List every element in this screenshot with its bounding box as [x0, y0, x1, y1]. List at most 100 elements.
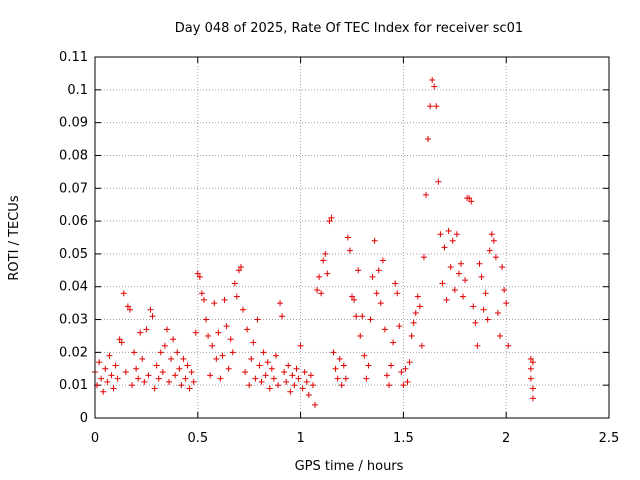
data-point — [431, 83, 438, 90]
data-point — [188, 369, 195, 376]
data-point — [441, 244, 448, 251]
y-tick-label: 0.02 — [59, 345, 88, 360]
data-point — [203, 316, 210, 323]
data-point — [371, 237, 378, 244]
data-point — [472, 319, 479, 326]
data-point — [349, 293, 355, 300]
data-point — [478, 273, 485, 280]
tick-labels: 0 0.01 0.02 0.03 0.04 0.05 0.06 0.07 0.08 0.09 0.1… — [59, 50, 619, 446]
data-point — [176, 365, 183, 372]
data-point — [423, 191, 430, 198]
data-point — [367, 316, 374, 323]
data-point — [427, 103, 434, 110]
data-point — [194, 270, 201, 277]
data-point — [316, 273, 323, 280]
data-point — [527, 365, 534, 372]
data-point — [155, 375, 162, 382]
y-tick-label: 0 — [80, 411, 88, 426]
data-point — [104, 378, 111, 385]
data-point — [457, 260, 464, 267]
data-point — [408, 332, 415, 339]
data-point — [287, 388, 294, 395]
data-point — [527, 375, 534, 382]
data-point — [484, 316, 491, 323]
y-tick-label: 0.05 — [59, 247, 88, 262]
data-point — [499, 264, 506, 271]
data-point — [414, 293, 421, 300]
data-point — [256, 362, 263, 369]
data-point — [225, 365, 232, 372]
data-point — [429, 76, 436, 83]
data-point — [293, 365, 300, 372]
data-point — [205, 332, 212, 339]
y-tick-label: 0.08 — [59, 148, 88, 163]
data-point — [295, 375, 302, 382]
y-tick-label: 0.09 — [59, 116, 88, 131]
data-point — [445, 227, 452, 234]
data-point — [217, 375, 224, 382]
data-point — [373, 290, 380, 297]
data-point — [178, 382, 185, 389]
data-point — [501, 287, 508, 294]
data-point — [494, 309, 501, 316]
data-point — [301, 369, 308, 376]
data-point — [406, 359, 413, 366]
data-point — [157, 349, 164, 356]
data-point — [124, 303, 131, 310]
data-point — [351, 296, 358, 303]
data-point — [137, 329, 144, 336]
x-tick-label: 2.5 — [599, 431, 620, 446]
data-point — [242, 369, 249, 376]
data-point — [392, 280, 399, 287]
data-point — [118, 339, 125, 346]
data-point — [231, 280, 238, 287]
data-point — [377, 300, 384, 307]
data-point — [180, 355, 187, 362]
data-point — [357, 332, 364, 339]
data-point — [322, 250, 329, 257]
data-point — [361, 352, 368, 359]
data-point — [244, 326, 251, 333]
data-point — [305, 392, 312, 399]
data-point — [482, 290, 489, 297]
data-point — [196, 273, 203, 280]
data-point — [207, 372, 214, 379]
data-point — [163, 326, 170, 333]
data-point — [229, 349, 236, 356]
data-point — [529, 395, 536, 402]
data-point — [474, 342, 481, 349]
x-axis-label: GPS time / hours — [295, 459, 404, 474]
data-point — [388, 362, 395, 369]
data-point — [102, 365, 109, 372]
data-point — [143, 326, 150, 333]
data-point — [390, 339, 397, 346]
x-tick-label: 1.5 — [393, 431, 414, 446]
data-point — [439, 280, 446, 287]
data-point — [355, 267, 362, 274]
data-point — [283, 378, 290, 385]
data-point — [309, 382, 316, 389]
data-point — [141, 378, 148, 385]
data-point — [112, 362, 119, 369]
data-point — [240, 306, 247, 313]
data-point — [404, 378, 411, 385]
data-point — [153, 362, 160, 369]
data-point — [476, 260, 483, 267]
chart-title: Day 048 of 2025, Rate Of TEC Index for r… — [175, 21, 523, 36]
data-point — [365, 362, 372, 369]
data-point — [184, 362, 191, 369]
data-point — [369, 273, 376, 280]
data-point — [285, 362, 292, 369]
data-point — [168, 355, 175, 362]
data-point — [281, 369, 288, 376]
data-point — [503, 300, 510, 307]
data-point — [120, 290, 127, 297]
data-point — [268, 365, 275, 372]
data-point — [383, 372, 390, 379]
data-point — [147, 306, 154, 313]
data-point — [418, 342, 425, 349]
data-point — [433, 103, 440, 110]
data-point — [297, 342, 304, 349]
data-point — [402, 365, 409, 372]
